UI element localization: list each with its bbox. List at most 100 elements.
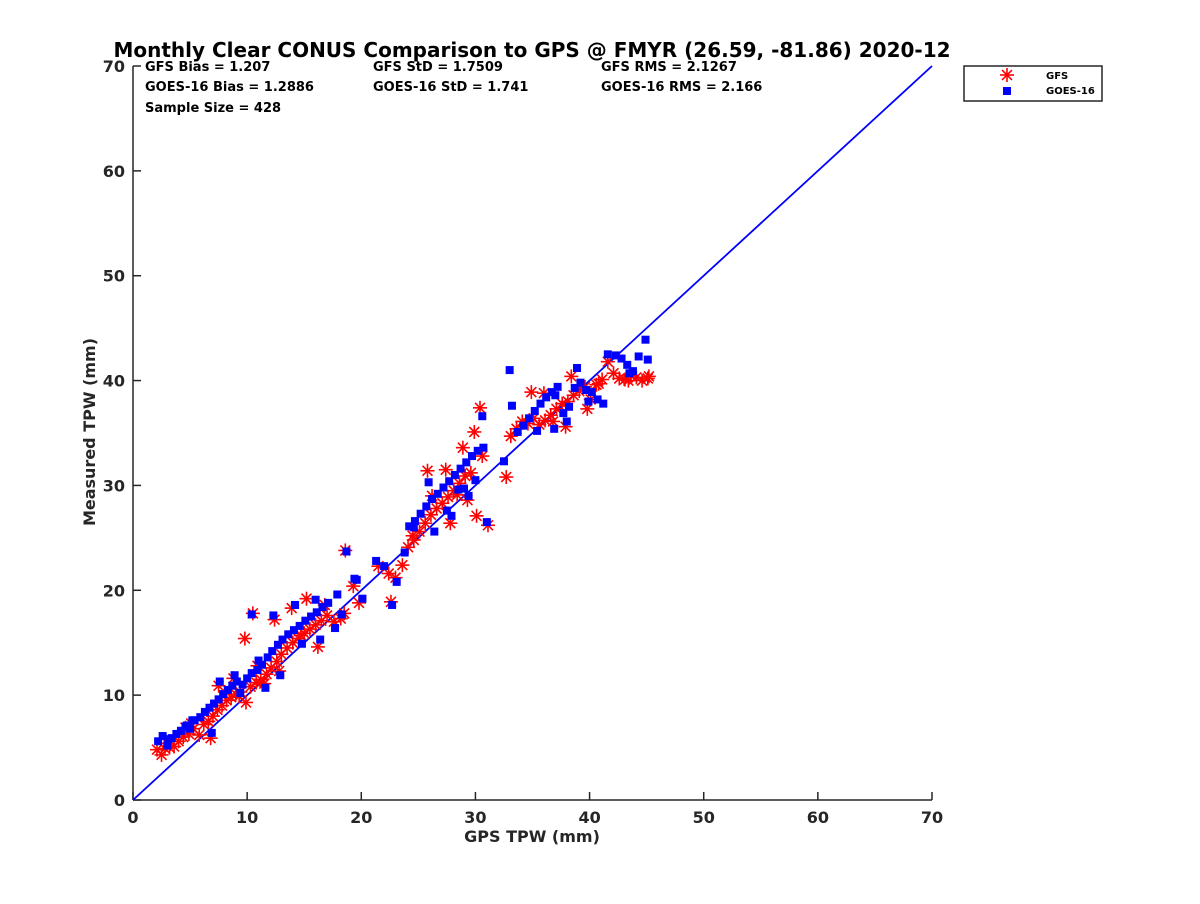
- goes-16-point: [214, 695, 223, 704]
- gfs-point: [237, 631, 252, 646]
- goes-16-point: [570, 383, 579, 392]
- goes-16-point: [582, 386, 591, 395]
- goes-16-point: [236, 689, 245, 698]
- goes-16-point: [409, 523, 418, 532]
- goes-16-point: [400, 548, 409, 557]
- goes-16-point: [565, 402, 574, 411]
- gfs-point: [524, 385, 539, 400]
- goes-16-point: [530, 406, 539, 415]
- gfs-point: [467, 424, 482, 439]
- gfs-point: [463, 465, 478, 480]
- goes-16-point: [172, 729, 181, 738]
- goes-16-point: [333, 590, 342, 599]
- goes-16-point: [388, 600, 397, 609]
- axes: 0 10 20 30 40 50 60 70 0 10 20 30 40 50 60 70: [103, 57, 943, 827]
- goes-16-point: [269, 611, 278, 620]
- goes-16-point: [358, 594, 367, 603]
- goes-16-point: [312, 608, 321, 617]
- goes-16-point: [158, 732, 167, 741]
- y-tick-label: 20: [103, 581, 125, 600]
- goes-16-point: [513, 427, 522, 436]
- goes-16-point: [337, 610, 346, 619]
- goes-16-point: [261, 683, 270, 692]
- goes-16-point: [243, 674, 252, 683]
- goes-16-point: [188, 716, 197, 725]
- goes-16-point: [247, 610, 256, 619]
- goes-16-point: [641, 335, 650, 344]
- goes-16-point: [424, 478, 433, 487]
- gfs-point: [441, 489, 456, 504]
- gfs-point: [299, 591, 314, 606]
- x-tick-label: 50: [693, 808, 715, 827]
- goes-16-point: [573, 363, 582, 372]
- goes-16-point: [228, 681, 237, 690]
- goes-16-point: [611, 351, 620, 360]
- goes-16-point: [318, 603, 327, 612]
- y-tick-label: 60: [103, 162, 125, 181]
- sample-size-stat: Sample Size = 428: [145, 101, 281, 116]
- legend-gfs-asterisk: [1000, 68, 1014, 82]
- goes-16-point: [316, 635, 325, 644]
- goes-16-point: [507, 401, 516, 410]
- gfs-point: [420, 463, 435, 478]
- goes-16-point: [247, 669, 256, 678]
- goes-16-point: [164, 735, 173, 744]
- x-axis-label: GPS TPW (mm): [464, 827, 600, 846]
- goes-16-point: [263, 653, 272, 662]
- goes-16-point: [278, 635, 287, 644]
- goes-16-point: [207, 728, 216, 737]
- legend: GFS GOES-16: [963, 65, 1103, 102]
- goes-16-point: [559, 409, 568, 418]
- gfs-bias-stat: GFS Bias = 1.207: [145, 60, 270, 75]
- goes-16-point: [428, 495, 437, 504]
- goes-16-point: [525, 414, 534, 423]
- goes-16-point: [439, 483, 448, 492]
- goes-16-point: [422, 502, 431, 511]
- goes-16-point: [232, 677, 241, 686]
- goes-16-point: [542, 393, 551, 402]
- goes-rms-stat: GOES-16 RMS = 2.166: [601, 80, 762, 95]
- legend-box: [963, 65, 1103, 102]
- gfs-point: [418, 516, 433, 531]
- goes-16-point: [392, 577, 401, 586]
- goes-16-point: [505, 366, 514, 375]
- goes-16-point: [210, 699, 219, 708]
- goes-bias-stat: GOES-16 Bias = 1.2886: [145, 80, 314, 95]
- x-tick-label: 30: [464, 808, 486, 827]
- goes-16-point: [584, 397, 593, 406]
- x-tick-label: 40: [578, 808, 600, 827]
- stats-block: GFS Bias = 1.207 GFS StD = 1.7509 GFS RM…: [145, 60, 762, 116]
- legend-gfs-label: GFS: [1046, 71, 1068, 82]
- goes-16-point: [257, 660, 266, 669]
- goes-16-point: [215, 677, 224, 686]
- gfs-series: [149, 354, 656, 762]
- gfs-point: [455, 440, 470, 455]
- goes-16-point: [471, 476, 480, 485]
- gfs-std-stat: GFS StD = 1.7509: [373, 60, 503, 75]
- goes-16-point: [273, 640, 282, 649]
- goes-16-point: [254, 656, 263, 665]
- goes-16-point: [536, 399, 545, 408]
- goes-16-point: [297, 639, 306, 648]
- y-tick-label: 0: [114, 791, 125, 810]
- goes-16-point: [268, 647, 277, 656]
- goes-16-point: [499, 457, 508, 466]
- goes-16-point: [519, 421, 528, 430]
- goes-16-point: [617, 354, 626, 363]
- goes-16-point: [284, 630, 293, 639]
- goes-16-point: [163, 741, 172, 750]
- legend-goes-marker: [1003, 87, 1011, 95]
- gfs-point: [192, 727, 207, 742]
- gfs-rms-stat: GFS RMS = 2.1267: [601, 60, 737, 75]
- goes-16-point: [276, 671, 285, 680]
- goes-16-point: [342, 547, 351, 556]
- goes-16-point: [593, 395, 602, 404]
- gfs-point: [154, 747, 169, 762]
- x-tick-label: 70: [921, 808, 943, 827]
- goes-16-point: [352, 575, 361, 584]
- gfs-point: [499, 470, 514, 485]
- legend-goes-label: GOES-16: [1046, 86, 1095, 97]
- gfs-point: [641, 369, 656, 384]
- x-tick-label: 0: [127, 808, 138, 827]
